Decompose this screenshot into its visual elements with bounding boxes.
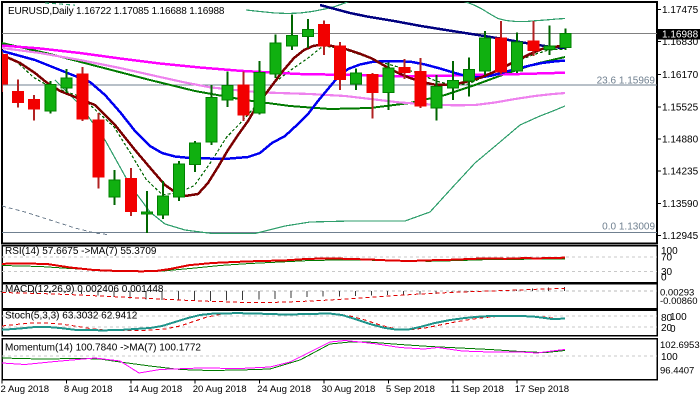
svg-text:20 Aug 2018: 20 Aug 2018	[193, 384, 247, 395]
svg-text:2 Aug 2018: 2 Aug 2018	[1, 384, 50, 395]
svg-text:-0.00860: -0.00860	[660, 296, 698, 307]
svg-text:1.15525: 1.15525	[662, 102, 699, 113]
svg-text:0: 0	[661, 272, 667, 283]
svg-text:100: 100	[661, 352, 678, 363]
svg-text:1.16830: 1.16830	[662, 37, 699, 48]
svg-text:0.00293: 0.00293	[660, 288, 694, 299]
svg-text:1.14880: 1.14880	[662, 135, 699, 146]
svg-text:0: 0	[670, 324, 676, 335]
svg-text:1.14235: 1.14235	[662, 167, 699, 178]
svg-text:1.16170: 1.16170	[662, 70, 699, 81]
svg-text:30 Aug 2018: 30 Aug 2018	[322, 384, 376, 395]
svg-text:96.4407: 96.4407	[660, 366, 694, 377]
svg-text:14 Aug 2018: 14 Aug 2018	[128, 384, 182, 395]
svg-text:20: 20	[661, 323, 673, 334]
svg-text:11 Sep 2018: 11 Sep 2018	[450, 384, 504, 395]
svg-text:17 Sep 2018: 17 Sep 2018	[515, 384, 569, 395]
svg-text:MACD(12,26,9) 0.002406 0.00144: MACD(12,26,9) 0.002406 0.001448	[5, 284, 164, 295]
svg-text:23.6 1.15969: 23.6 1.15969	[597, 75, 656, 86]
svg-text:EURUSD,Daily 1.16722 1.17085: EURUSD,Daily 1.16722 1.17085 1.16688 1.1…	[8, 6, 225, 17]
svg-text:8 Aug 2018: 8 Aug 2018	[64, 384, 113, 395]
svg-text:24 Aug 2018: 24 Aug 2018	[257, 384, 311, 395]
svg-text:1.12945: 1.12945	[662, 231, 699, 242]
svg-text:0.0 1.13009: 0.0 1.13009	[602, 222, 655, 233]
svg-text:5 Sep 2018: 5 Sep 2018	[386, 384, 435, 395]
svg-text:100: 100	[661, 246, 678, 257]
svg-text:1.16988: 1.16988	[662, 29, 699, 40]
svg-text:Stoch(5,3,3) 63.3032 62.9412: Stoch(5,3,3) 63.3032 62.9412	[5, 310, 138, 321]
svg-text:Momentum(14) 100.7840 ->MA(7): Momentum(14) 100.7840 ->MA(7) 100.1772	[5, 342, 201, 353]
svg-text:100: 100	[670, 312, 687, 323]
svg-text:1.13590: 1.13590	[662, 199, 699, 210]
svg-text:1.17475: 1.17475	[662, 5, 699, 16]
svg-text:102.6953: 102.6953	[660, 340, 700, 351]
svg-text:80: 80	[661, 313, 673, 324]
svg-text:RSI(14) 57.6675 ->MA(7) 55.37: RSI(14) 57.6675 ->MA(7) 55.3709	[5, 246, 157, 257]
svg-text:30: 30	[661, 267, 673, 278]
svg-text:70: 70	[661, 252, 673, 263]
